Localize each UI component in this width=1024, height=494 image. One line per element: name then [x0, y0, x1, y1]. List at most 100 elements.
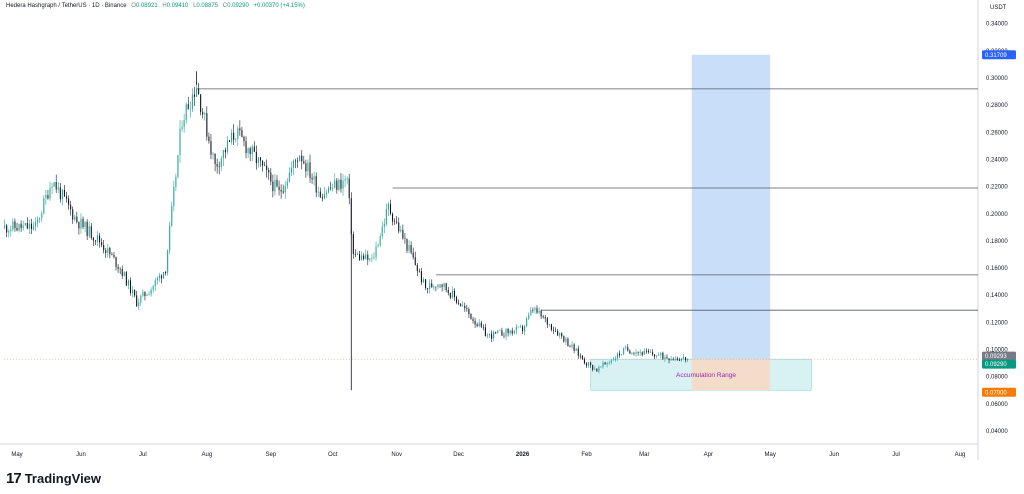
candle-body [8, 231, 10, 233]
candle-body [507, 328, 509, 334]
candle-body [685, 357, 687, 361]
candle-body [579, 355, 581, 357]
candle-body [631, 353, 633, 354]
candle-body [367, 254, 369, 260]
change-value: +0.00370 (+4.15%) [253, 3, 305, 9]
candle-body [627, 347, 629, 351]
candle-body [247, 148, 249, 154]
high-value: 0.09410 [166, 3, 189, 9]
candle-body [654, 354, 656, 357]
candle-body [590, 362, 592, 365]
candle-body [513, 330, 515, 334]
candle-body [458, 302, 460, 304]
candle-body [208, 136, 210, 142]
tradingview-wordmark: TradingView [24, 471, 102, 486]
candle-body [557, 331, 559, 336]
candle-body [193, 94, 196, 97]
candle-body [365, 254, 367, 260]
candle-body [167, 250, 169, 274]
candle-body [103, 245, 105, 251]
candle-body [363, 255, 365, 260]
candle-body [152, 286, 154, 290]
candle-body [183, 120, 185, 127]
tradingview-logo-icon: 17 [6, 470, 22, 487]
candle-body [561, 333, 563, 337]
candle-body [315, 176, 317, 193]
candle-body [356, 254, 359, 255]
candle-body [608, 362, 610, 364]
candle-body [105, 250, 107, 253]
candle-body [649, 352, 652, 353]
candle-body [658, 355, 660, 356]
price-axis[interactable]: USDT0.340000.320000.300000.280000.260000… [986, 5, 1008, 435]
time-tick-label: Apr [704, 452, 713, 458]
candle-body [177, 154, 179, 177]
candle-body [336, 180, 338, 190]
time-tick-label: Feb [581, 452, 592, 458]
candle-body [548, 324, 550, 325]
candle-body [344, 179, 346, 181]
candle-body [511, 330, 513, 334]
symbol-title[interactable]: Hedera Hashgraph / TetherUS · 1D · Binan… [6, 3, 127, 9]
candle-body [680, 358, 682, 361]
candle-body [90, 226, 92, 238]
candle-body [416, 264, 418, 272]
horizontal-levels[interactable] [196, 88, 978, 311]
candle-body [565, 338, 567, 342]
candle-body [28, 223, 30, 229]
candle-body [585, 363, 588, 366]
candle-body [65, 196, 68, 199]
candle-body [268, 170, 270, 173]
candle-body [94, 240, 96, 242]
candle-body [68, 198, 70, 205]
candle-body [350, 198, 352, 235]
candle-body [441, 284, 443, 287]
candle-body [251, 146, 253, 155]
candle-body [402, 229, 404, 239]
price-tick-label: 0.06000 [986, 402, 1008, 408]
candle-body [559, 333, 561, 336]
candle-body [317, 191, 319, 193]
candle-body [482, 326, 484, 328]
candle-body [385, 209, 387, 224]
time-tick-label: Sep [265, 452, 276, 458]
candle-body [98, 235, 101, 243]
candle-body [387, 203, 389, 210]
time-axis[interactable]: May Jun Jul Aug Sep Oct Nov Dec 2026 Feb Mar Apr May… [11, 452, 965, 458]
candle-body [674, 358, 676, 360]
candle-body [231, 132, 233, 142]
candle-body [76, 216, 78, 222]
candle-body [637, 352, 639, 353]
candle-body [524, 325, 526, 332]
price-tick-label: 0.10000 [986, 348, 1008, 354]
candle-body [136, 295, 138, 307]
candle-body [621, 354, 623, 356]
candle-body [606, 363, 608, 365]
price-tick-label: 0.22000 [986, 185, 1008, 191]
candle-body [633, 353, 635, 354]
candle-body [41, 213, 43, 219]
candle-body [519, 326, 522, 328]
accumulation-range-label: Accumulation Range [676, 372, 736, 379]
candle-body [235, 138, 237, 140]
candle-body [49, 187, 51, 199]
candle-body [278, 186, 280, 190]
candle-body [534, 308, 536, 311]
price-badge-label: 0.07000 [985, 390, 1007, 396]
candle-body [660, 352, 662, 356]
candle-body [264, 165, 266, 167]
tradingview-branding[interactable]: 17 TradingView [6, 470, 101, 487]
candle-body [309, 162, 311, 178]
candle-body [338, 179, 340, 190]
candle-body [408, 245, 410, 251]
candle-body [449, 292, 451, 298]
candle-body [96, 235, 99, 242]
candles [4, 71, 689, 391]
candle-body [375, 246, 377, 257]
candle-body [571, 344, 573, 347]
candle-body [391, 213, 394, 222]
candle-body [140, 295, 142, 303]
candle-body [288, 172, 290, 182]
candle-body [270, 172, 272, 182]
